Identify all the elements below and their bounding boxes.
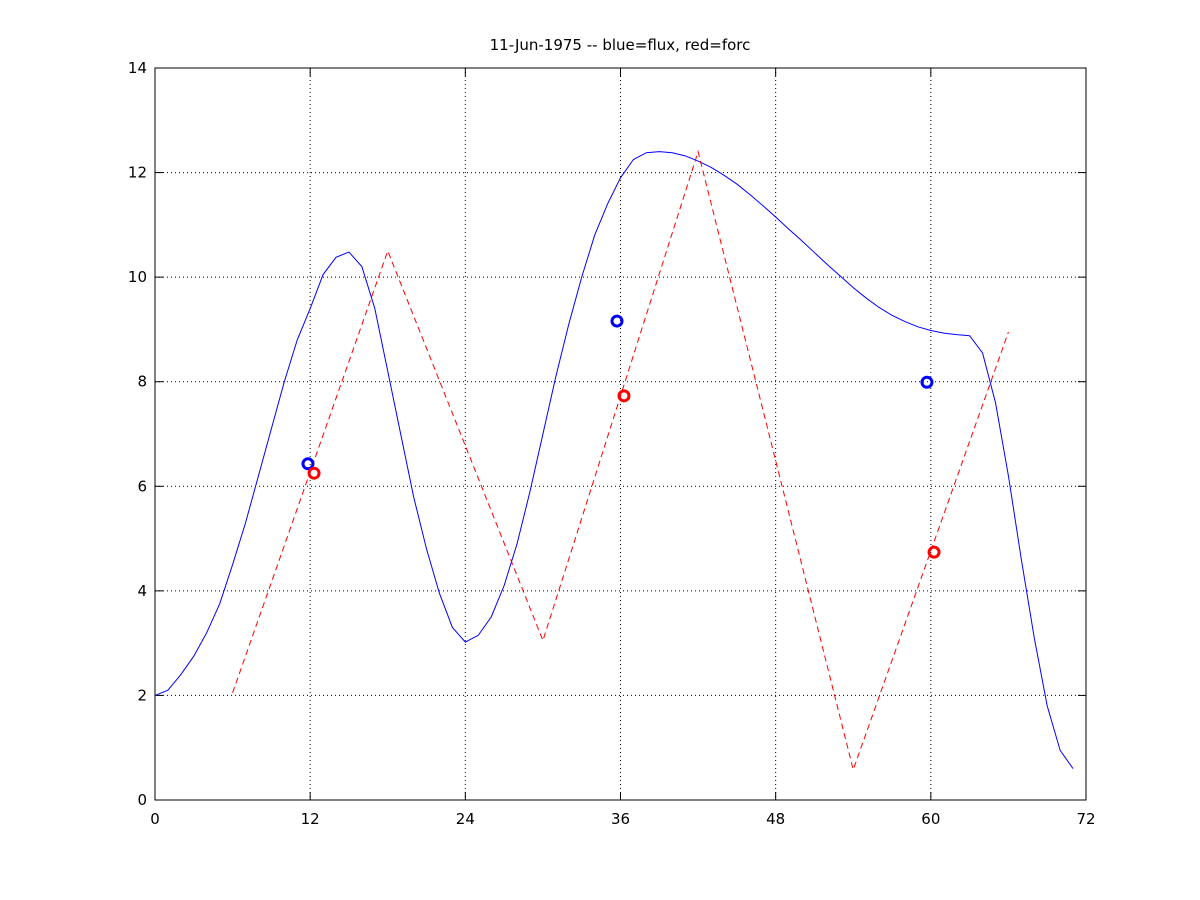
y-tick-label: 10	[128, 268, 147, 286]
x-tick-label: 72	[1076, 810, 1095, 828]
y-tick-label: 8	[137, 373, 147, 391]
y-tick-label: 0	[137, 791, 147, 809]
chart-title: 11-Jun-1975 -- blue=flux, red=forc	[490, 36, 751, 54]
data-point	[617, 389, 631, 403]
y-tick-label: 12	[128, 164, 147, 182]
y-tick-label: 4	[137, 582, 147, 600]
data-point	[301, 457, 315, 471]
data-point	[927, 545, 941, 559]
series-line	[232, 149, 1009, 772]
y-tick-label: 14	[128, 59, 147, 77]
axes-box	[154, 67, 1087, 801]
plot-area	[155, 68, 1086, 800]
x-tick-label: 36	[611, 810, 630, 828]
data-point	[307, 466, 321, 480]
x-tick-label: 48	[766, 810, 785, 828]
x-tick-label: 0	[150, 810, 160, 828]
x-tick-label: 12	[301, 810, 320, 828]
y-tick-label: 6	[137, 477, 147, 495]
series-line	[154, 151, 1074, 769]
x-tick-label: 60	[921, 810, 940, 828]
x-tick-label: 24	[456, 810, 475, 828]
data-point	[920, 375, 934, 389]
y-tick-label: 2	[137, 686, 147, 704]
data-point	[610, 314, 624, 328]
